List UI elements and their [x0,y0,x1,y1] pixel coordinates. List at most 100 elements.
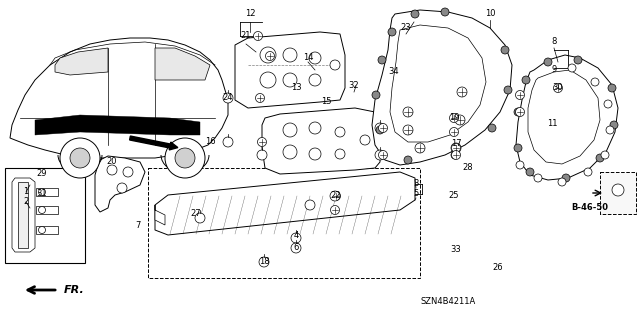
Circle shape [255,93,264,102]
Circle shape [335,149,345,159]
Circle shape [601,151,609,159]
Text: 22: 22 [331,191,341,201]
Circle shape [330,60,340,70]
Text: 1: 1 [24,188,29,197]
Text: 3: 3 [413,180,419,189]
Circle shape [388,28,396,36]
Circle shape [526,168,534,176]
Polygon shape [516,55,618,180]
Circle shape [309,74,321,86]
Polygon shape [372,10,512,165]
Circle shape [291,233,301,243]
Circle shape [568,64,576,72]
Circle shape [195,213,205,223]
Circle shape [309,122,321,134]
Circle shape [309,52,321,64]
Polygon shape [528,70,600,164]
Text: 23: 23 [401,24,412,33]
Text: 24: 24 [223,93,233,102]
Circle shape [175,148,195,168]
Text: B-46-50: B-46-50 [572,204,609,212]
Circle shape [606,126,614,134]
Circle shape [378,56,386,64]
Text: 30: 30 [553,84,563,93]
Circle shape [283,145,297,159]
Circle shape [514,144,522,152]
Circle shape [584,168,592,176]
Circle shape [38,226,45,234]
Polygon shape [235,32,345,108]
Text: FR.: FR. [64,285,84,295]
Text: 2: 2 [24,197,29,206]
Text: 18: 18 [259,257,269,266]
Circle shape [257,137,266,146]
Polygon shape [155,172,415,235]
Polygon shape [10,38,228,158]
Circle shape [360,135,370,145]
Circle shape [515,108,525,116]
Circle shape [117,183,127,193]
Text: 15: 15 [321,98,332,107]
Circle shape [449,128,458,137]
Text: SZN4B4211A: SZN4B4211A [420,298,476,307]
Circle shape [375,123,385,133]
Circle shape [451,143,461,153]
Circle shape [283,73,297,87]
Text: 34: 34 [388,68,399,77]
Circle shape [515,91,525,100]
Circle shape [259,257,269,267]
Circle shape [610,121,618,129]
Polygon shape [155,48,210,80]
Circle shape [257,150,267,160]
Circle shape [123,167,133,177]
Circle shape [574,56,582,64]
Circle shape [522,76,530,84]
Circle shape [60,138,100,178]
Circle shape [534,174,542,182]
Circle shape [554,84,563,93]
Circle shape [504,86,512,94]
Circle shape [415,143,425,153]
Circle shape [305,200,315,210]
Polygon shape [18,182,28,248]
Text: 33: 33 [451,246,461,255]
Text: 26: 26 [493,263,503,272]
Circle shape [378,151,387,160]
Text: 8: 8 [551,38,557,47]
Circle shape [165,138,205,178]
Text: 12: 12 [244,10,255,19]
Circle shape [596,154,604,162]
Circle shape [403,107,413,117]
Circle shape [330,191,340,201]
Text: 14: 14 [303,54,313,63]
Circle shape [404,156,412,164]
Circle shape [260,47,276,63]
Text: 19: 19 [449,114,460,122]
Text: 21: 21 [241,32,252,41]
Text: 16: 16 [205,137,215,146]
Circle shape [451,144,461,152]
Circle shape [38,206,45,213]
FancyBboxPatch shape [36,206,58,214]
Circle shape [514,108,522,116]
Circle shape [604,100,612,108]
Text: 20: 20 [107,158,117,167]
Text: 10: 10 [484,10,495,19]
Circle shape [376,126,384,134]
Circle shape [411,10,419,18]
FancyBboxPatch shape [36,226,58,234]
Polygon shape [55,48,108,75]
Circle shape [107,165,117,175]
FancyBboxPatch shape [36,188,58,196]
Circle shape [608,84,616,92]
FancyBboxPatch shape [5,168,85,263]
Circle shape [335,127,345,137]
Text: 4: 4 [293,232,299,241]
Circle shape [451,151,459,159]
Circle shape [70,148,90,168]
Circle shape [516,161,524,169]
Circle shape [223,93,233,103]
Circle shape [378,123,387,132]
Circle shape [403,125,413,135]
Circle shape [332,191,340,201]
